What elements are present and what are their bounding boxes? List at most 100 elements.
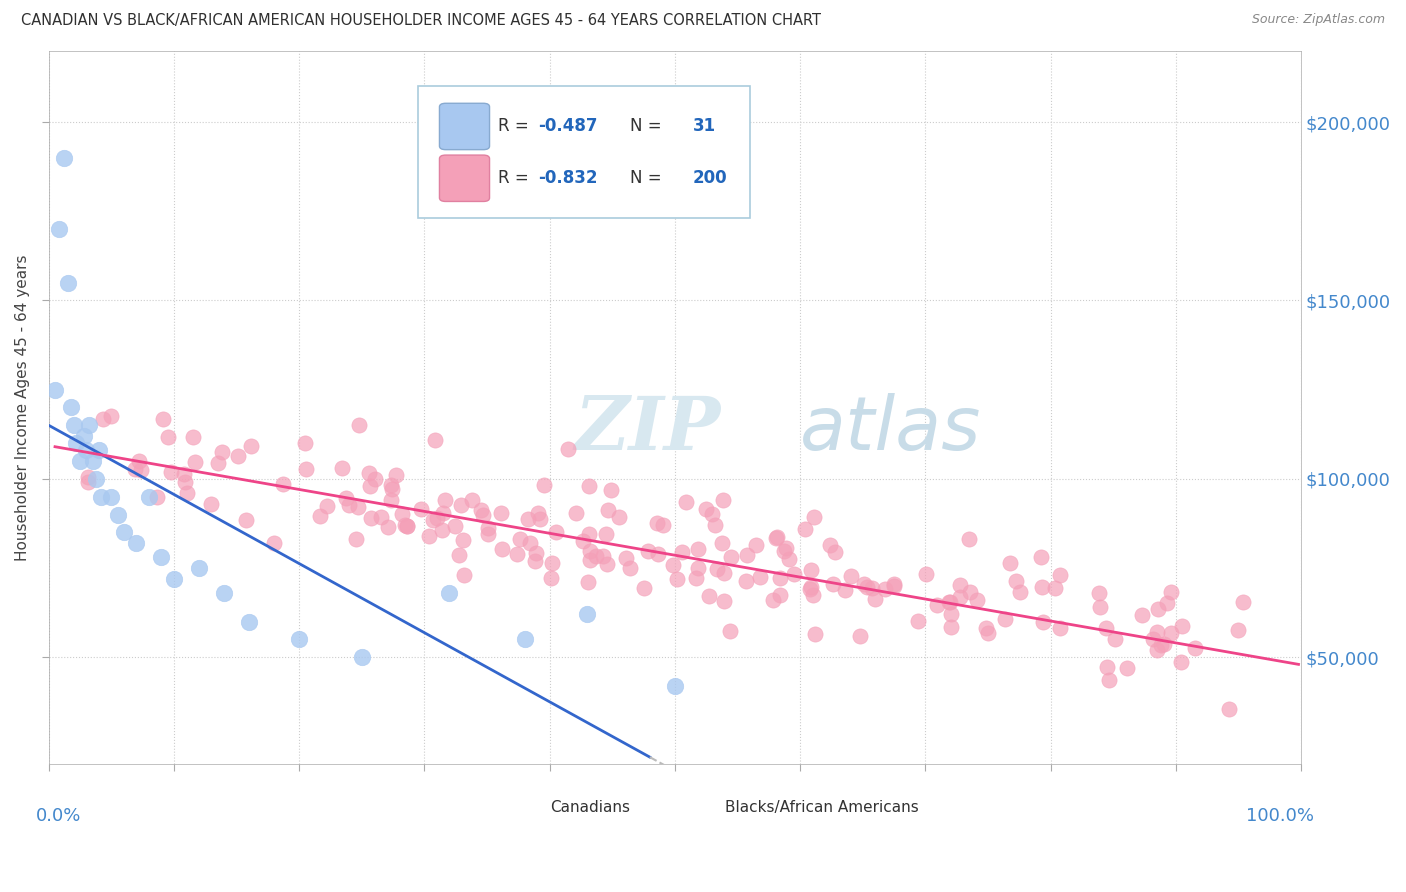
- Bar: [512, 797, 543, 815]
- Text: atlas: atlas: [800, 392, 981, 465]
- Point: [619, 561, 641, 575]
- Point: [803, 510, 825, 524]
- Point: [1097, 673, 1119, 687]
- Point: [860, 581, 883, 595]
- Point: [957, 532, 980, 546]
- Point: [762, 593, 785, 607]
- Point: [491, 542, 513, 557]
- Point: [1142, 632, 1164, 647]
- Point: [330, 460, 353, 475]
- Point: [75, 443, 97, 458]
- Point: [540, 556, 562, 570]
- Point: [513, 632, 536, 647]
- Point: [146, 490, 169, 504]
- Point: [713, 493, 735, 508]
- Point: [865, 591, 887, 606]
- Point: [128, 454, 150, 468]
- Point: [82, 454, 104, 468]
- Point: [394, 518, 416, 533]
- Point: [150, 550, 173, 565]
- Point: [176, 486, 198, 500]
- Point: [1088, 599, 1111, 614]
- Point: [69, 454, 91, 468]
- Point: [848, 629, 870, 643]
- Point: [783, 567, 806, 582]
- Point: [1010, 584, 1032, 599]
- Point: [579, 544, 602, 558]
- Point: [666, 572, 689, 586]
- Point: [240, 439, 263, 453]
- Point: [883, 577, 905, 591]
- Point: [1171, 618, 1194, 632]
- Point: [527, 506, 550, 520]
- Y-axis label: Householder Income Ages 45 - 64 years: Householder Income Ages 45 - 64 years: [15, 254, 30, 561]
- Point: [1170, 655, 1192, 669]
- Point: [184, 455, 207, 469]
- Point: [77, 475, 100, 490]
- Point: [360, 510, 382, 524]
- Point: [793, 522, 815, 536]
- Point: [100, 409, 122, 423]
- Point: [651, 518, 673, 533]
- Text: 100.0%: 100.0%: [1246, 807, 1313, 825]
- Point: [107, 508, 129, 522]
- Point: [939, 620, 962, 634]
- Point: [737, 548, 759, 562]
- Point: [637, 544, 659, 558]
- Point: [470, 503, 492, 517]
- Point: [800, 580, 823, 594]
- Text: R =: R =: [498, 169, 534, 187]
- Point: [803, 626, 825, 640]
- Point: [1147, 602, 1170, 616]
- Point: [596, 502, 619, 516]
- Point: [337, 499, 360, 513]
- Point: [1049, 621, 1071, 635]
- Point: [391, 507, 413, 521]
- Point: [595, 527, 617, 541]
- Text: 31: 31: [692, 118, 716, 136]
- Point: [1150, 638, 1173, 652]
- FancyBboxPatch shape: [418, 87, 749, 219]
- Point: [357, 466, 380, 480]
- Point: [370, 509, 392, 524]
- Point: [1156, 596, 1178, 610]
- Point: [65, 436, 87, 450]
- Point: [720, 550, 742, 565]
- Point: [87, 443, 110, 458]
- Point: [939, 607, 962, 621]
- Point: [62, 418, 84, 433]
- Point: [346, 532, 368, 546]
- Text: -0.487: -0.487: [538, 118, 598, 136]
- Point: [1218, 702, 1240, 716]
- Point: [800, 563, 823, 577]
- Text: R =: R =: [498, 118, 534, 136]
- Point: [112, 525, 135, 540]
- Point: [226, 450, 249, 464]
- Point: [309, 508, 332, 523]
- Point: [451, 533, 474, 547]
- Point: [212, 586, 235, 600]
- Point: [1160, 625, 1182, 640]
- Point: [1146, 624, 1168, 639]
- Point: [704, 517, 727, 532]
- Point: [471, 508, 494, 522]
- Point: [571, 534, 593, 549]
- Point: [188, 561, 211, 575]
- Point: [77, 418, 100, 433]
- Point: [818, 538, 841, 552]
- Point: [181, 430, 204, 444]
- Point: [883, 579, 905, 593]
- Point: [439, 586, 461, 600]
- Bar: [688, 797, 718, 815]
- Point: [450, 498, 472, 512]
- Point: [875, 582, 897, 596]
- Point: [73, 429, 96, 443]
- Point: [160, 465, 183, 479]
- Point: [959, 585, 981, 599]
- Point: [425, 511, 447, 525]
- Point: [595, 557, 617, 571]
- Point: [1184, 640, 1206, 655]
- Point: [524, 545, 547, 559]
- Point: [163, 572, 186, 586]
- Point: [697, 589, 720, 603]
